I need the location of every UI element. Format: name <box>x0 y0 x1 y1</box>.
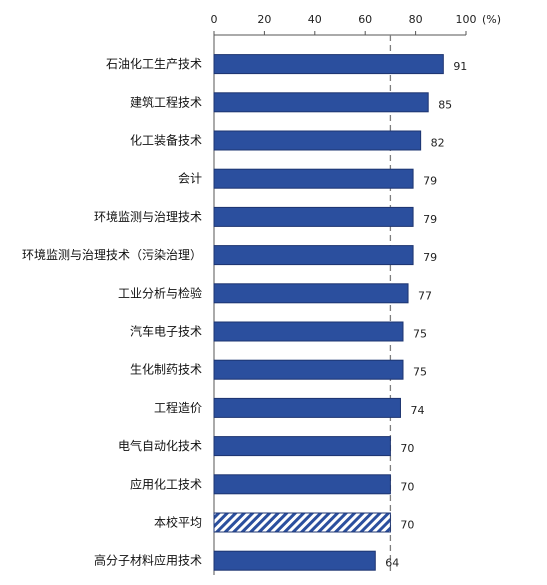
value-label: 74 <box>410 404 424 417</box>
value-label: 75 <box>413 328 427 341</box>
category-label: 环境监测与治理技术（污染治理） <box>22 247 202 262</box>
bar <box>213 474 391 495</box>
x-tick-label: 0 <box>211 13 218 26</box>
category-label: 汽车电子技术 <box>130 324 202 339</box>
value-label: 82 <box>431 137 445 150</box>
bar <box>213 206 414 227</box>
category-label: 本校平均 <box>154 515 202 530</box>
value-label: 85 <box>438 98 452 111</box>
bar <box>213 54 444 75</box>
value-label: 70 <box>400 480 414 493</box>
x-axis: 0 20 40 60 80 100 (%) <box>211 13 501 575</box>
value-label: 77 <box>418 289 432 302</box>
bar <box>213 245 414 266</box>
category-label: 建筑工程技术 <box>130 94 202 109</box>
value-label: 79 <box>423 175 437 188</box>
bars <box>213 54 444 571</box>
bar <box>213 550 376 571</box>
bar <box>213 436 391 457</box>
value-label: 70 <box>400 442 414 455</box>
value-label: 64 <box>385 557 399 570</box>
labels: 石油化工生产技术 91 建筑工程技术 85 化工装备技术 82 会计 79 环境监测与治理技术 7… <box>22 57 467 570</box>
bar <box>213 130 422 151</box>
category-label: 工程造价 <box>154 400 202 415</box>
bar <box>213 92 429 113</box>
value-label: 70 <box>400 519 414 532</box>
bar <box>213 321 404 342</box>
value-label: 79 <box>423 251 437 264</box>
category-label: 石油化工生产技术 <box>106 57 202 71</box>
x-tick-label: 80 <box>409 13 423 26</box>
x-tick-label: 20 <box>257 13 271 26</box>
average-bar <box>213 512 391 533</box>
category-label: 会计 <box>178 172 202 186</box>
category-label: 化工装备技术 <box>130 134 202 148</box>
category-label: 环境监测与治理技术 <box>94 209 202 224</box>
category-label: 电气自动化技术 <box>118 438 202 453</box>
category-label: 高分子材料应用技术 <box>94 553 202 568</box>
bar <box>213 283 409 304</box>
value-label: 91 <box>453 60 467 73</box>
bar <box>213 359 404 380</box>
bar <box>213 168 414 189</box>
category-label: 工业分析与检验 <box>118 285 202 300</box>
value-label: 75 <box>413 366 427 379</box>
value-label: 79 <box>423 213 437 226</box>
x-unit-label: (%) <box>482 13 501 26</box>
x-tick-label: 40 <box>308 13 322 26</box>
category-label: 应用化工技术 <box>130 476 202 491</box>
category-label: 生化制药技术 <box>130 363 202 377</box>
x-tick-label: 60 <box>358 13 372 26</box>
bar <box>213 397 401 418</box>
x-tick-label: 100 <box>456 13 477 26</box>
